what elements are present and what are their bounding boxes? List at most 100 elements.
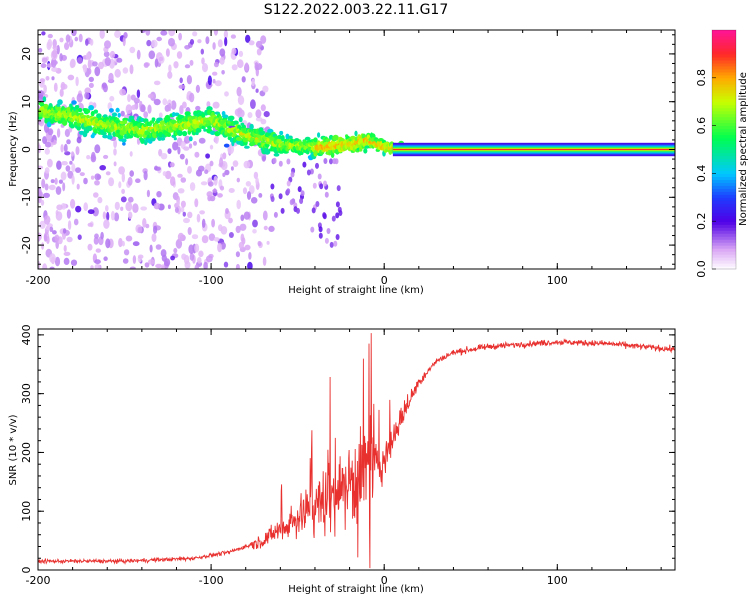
colorbar-swatch xyxy=(712,152,736,157)
noise-blob xyxy=(212,71,218,76)
ridge-blob xyxy=(160,137,166,141)
noise-blob xyxy=(178,32,183,41)
noise-blob xyxy=(103,256,108,262)
noise-blob xyxy=(127,94,131,103)
colorbar-swatch xyxy=(712,191,736,195)
noise-blob xyxy=(324,191,329,198)
colorbar-swatch xyxy=(712,110,736,115)
noise-blob xyxy=(145,223,150,229)
noise-blob xyxy=(155,244,162,250)
noise-blob xyxy=(67,220,72,231)
noise-blob xyxy=(67,74,75,81)
noise-blob xyxy=(44,148,50,155)
noise-blob xyxy=(167,71,173,79)
ridge-blob xyxy=(313,137,318,143)
noise-blob xyxy=(322,212,327,219)
noise-blob xyxy=(262,156,266,161)
noise-blob xyxy=(315,162,319,169)
noise-blob xyxy=(200,181,208,186)
colorbar-swatch xyxy=(712,71,736,76)
noise-blob xyxy=(326,228,331,234)
colorbar-tick-label: 0.0 xyxy=(695,260,708,278)
noise-blob xyxy=(237,59,244,69)
colorbar-tick-label: 0.6 xyxy=(695,117,708,135)
colorbar-swatch xyxy=(712,47,736,52)
noise-blob xyxy=(53,82,58,93)
colorbar-swatch xyxy=(712,179,736,183)
noise-blob xyxy=(231,64,238,71)
noise-blob xyxy=(217,193,223,198)
noise-blob xyxy=(235,263,240,269)
noise-blob xyxy=(183,217,190,224)
noise-blob xyxy=(181,253,187,260)
noise-blob xyxy=(169,162,175,168)
colorbar-swatch xyxy=(712,188,736,192)
noise-blob xyxy=(52,49,58,59)
noise-blob xyxy=(164,258,171,267)
colorbar-swatch xyxy=(712,74,736,79)
noise-blob xyxy=(228,188,235,193)
noise-blob xyxy=(132,255,137,264)
noise-blob xyxy=(135,178,141,183)
noise-blob xyxy=(148,259,155,265)
noise-blob xyxy=(175,238,183,249)
noise-blob xyxy=(85,52,91,61)
ridge-blob xyxy=(86,125,93,132)
noise-blob xyxy=(336,185,341,192)
noise-blob xyxy=(189,59,194,66)
colorbar-swatch xyxy=(712,182,736,186)
noise-blob xyxy=(179,105,184,115)
noise-blob xyxy=(289,199,294,206)
noise-blob xyxy=(129,64,134,75)
noise-blob xyxy=(52,230,57,235)
noise-blob xyxy=(244,244,251,251)
noise-blob xyxy=(44,141,52,148)
ridge-blob xyxy=(177,129,183,137)
colorbar-swatch xyxy=(712,257,736,261)
noise-blob xyxy=(109,95,115,102)
noise-blob xyxy=(214,135,219,144)
noise-blob xyxy=(225,208,229,214)
noise-blob xyxy=(324,237,329,244)
colorbar-swatch xyxy=(712,92,736,97)
noise-blob xyxy=(63,245,67,252)
noise-blob xyxy=(188,143,193,149)
ridge-blob xyxy=(332,134,339,141)
colorbar-swatch xyxy=(712,149,736,154)
noise-blob xyxy=(154,166,161,171)
noise-blob xyxy=(85,38,89,46)
noise-blob xyxy=(212,188,218,193)
noise-blob xyxy=(94,180,100,186)
noise-blob xyxy=(87,222,93,227)
noise-blob xyxy=(203,261,208,269)
noise-blob xyxy=(143,62,149,68)
noise-blob xyxy=(47,38,53,49)
ridge-blob xyxy=(173,137,177,141)
ridge-blob xyxy=(161,122,165,126)
noise-blob xyxy=(206,101,211,108)
noise-blob xyxy=(132,203,139,214)
noise-blob xyxy=(198,137,206,144)
colorbar-swatch xyxy=(712,119,736,124)
ridge-blob xyxy=(277,135,282,140)
colorbar-swatch xyxy=(712,236,736,240)
noise-blob xyxy=(168,64,172,73)
noise-blob xyxy=(121,172,126,183)
noise-blob xyxy=(329,241,334,248)
colorbar-swatch xyxy=(712,116,736,121)
noise-blob xyxy=(255,40,263,49)
noise-blob xyxy=(183,146,190,151)
ridge-blob xyxy=(206,106,213,112)
noise-blob xyxy=(248,40,255,46)
ridge-blob xyxy=(46,121,52,128)
noise-blob xyxy=(45,76,50,81)
noise-blob xyxy=(127,176,133,186)
noise-blob xyxy=(194,264,200,269)
ridge-blob xyxy=(140,138,146,144)
noise-blob xyxy=(105,205,109,212)
noise-blob xyxy=(187,227,192,235)
noise-blob xyxy=(241,76,246,83)
noise-blob xyxy=(290,171,295,178)
noise-blob xyxy=(44,183,49,191)
noise-blob xyxy=(243,160,251,169)
